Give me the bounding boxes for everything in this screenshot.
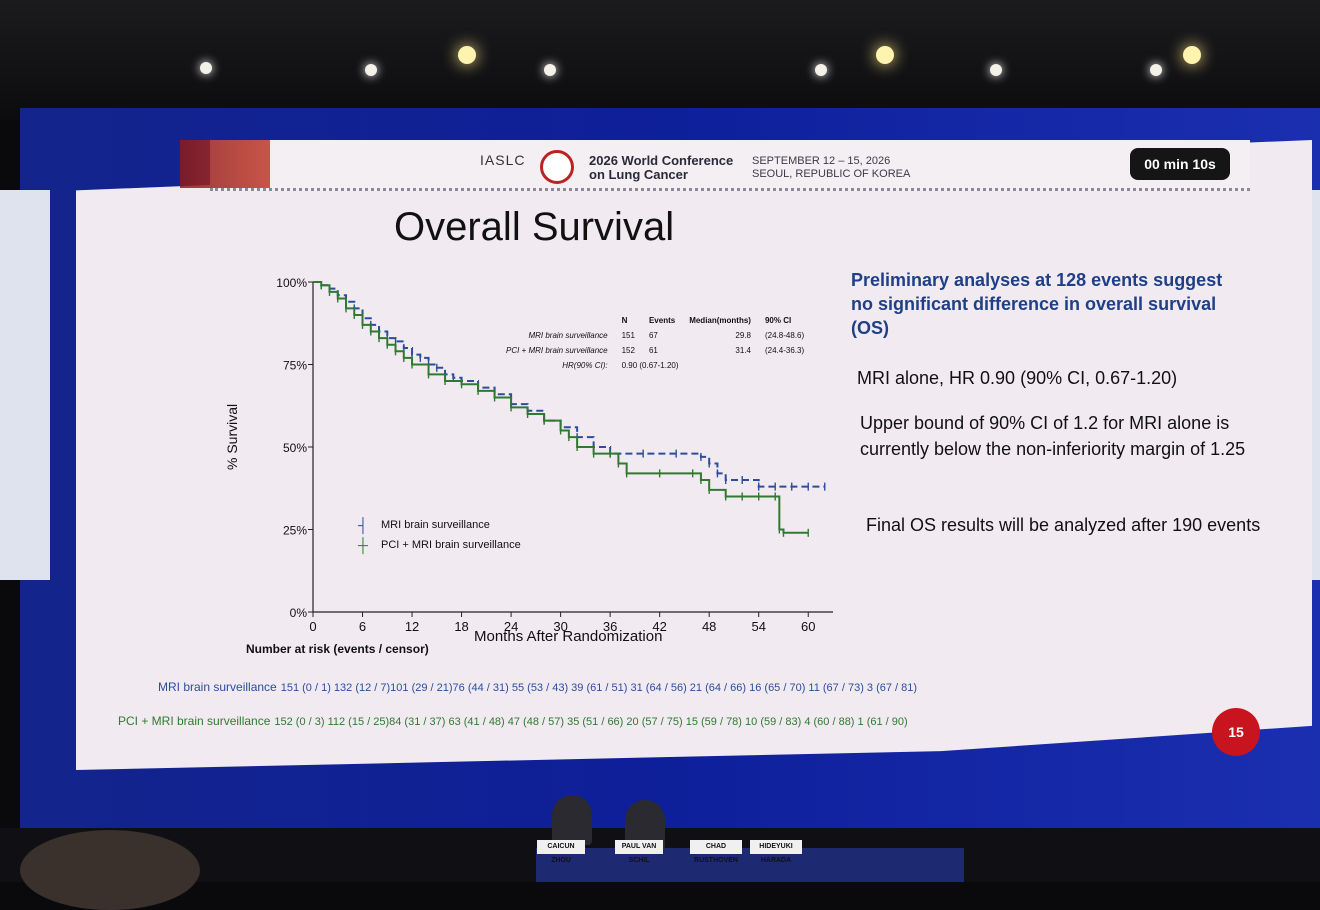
stage-light	[876, 46, 894, 64]
stage-light	[365, 64, 377, 76]
legend-item: ┼ PCI + MRI brain surveillance	[358, 537, 521, 553]
x-tick-label: 0	[309, 619, 316, 634]
presentation-timer: 00 min 10s	[1130, 148, 1230, 180]
stage-light	[200, 62, 212, 74]
speaker-nameplate: HIDEYUKI HARADA	[750, 840, 802, 864]
x-tick-label: 60	[801, 619, 815, 634]
stats-row: MRI brain surveillance 151 67 29.8 (24.8…	[528, 331, 805, 340]
stats-hr-row: HR(90% CI): 0.90 (0.67-1.20)	[562, 361, 679, 370]
x-tick-label: 12	[405, 619, 419, 634]
x-tick-label: 6	[359, 619, 366, 634]
audience-head	[20, 830, 200, 910]
y-tick-label: 25%	[283, 524, 307, 538]
stage-light	[1183, 46, 1201, 64]
x-axis-label: Months After Randomization	[474, 628, 663, 645]
y-tick-label: 0%	[290, 606, 308, 620]
stats-table: N Events Median(months) 90% CI MRI brain…	[498, 312, 812, 374]
x-tick-label: 30	[553, 619, 567, 634]
conference-dates: SEPTEMBER 12 – 15, 2026 SEOUL, REPUBLIC O…	[752, 155, 911, 180]
conference-name: 2026 World Conference on Lung Cancer	[589, 153, 734, 182]
stage-light	[990, 64, 1002, 76]
speaker-nameplate: PAUL VAN SCHIL	[615, 840, 663, 864]
x-tick-label: 42	[652, 619, 666, 634]
y-axis-label: % Survival	[224, 403, 240, 470]
survival-curve-pci	[313, 281, 809, 534]
chart-axes: 0 6 12 18 24 30 36 42 48 54 60 0% 25% 50% 75% 100%	[276, 276, 833, 634]
slide	[76, 140, 1312, 770]
risk-table-title: Number at risk (events / censor)	[246, 642, 429, 656]
y-tick-label: 50%	[283, 441, 307, 455]
page-number-badge: 15	[1212, 708, 1260, 756]
stage-light	[815, 64, 827, 76]
risk-row-mri: MRI brain surveillance 151 (0 / 1) 132 (1…	[158, 680, 918, 694]
slide-title: Overall Survival	[394, 205, 675, 249]
stats-header-row: N Events Median(months) 90% CI	[621, 316, 792, 325]
stage-light	[544, 64, 556, 76]
header-decoration	[180, 140, 270, 188]
legend-item: ┤ MRI brain surveillance	[358, 517, 490, 533]
x-tick-label: 18	[454, 619, 468, 634]
ceiling	[0, 0, 1320, 120]
x-tick-label: 48	[702, 619, 716, 634]
risk-row-pci: PCI + MRI brain surveillance 152 (0 / 3) …	[118, 714, 908, 728]
speaker-nameplate: CHAD RUSTHOVEN	[690, 840, 742, 864]
survival-chart: 0 6 12 18 24 30 36 42 48 54 60 0% 25% 50% 75% 100%	[276, 276, 833, 634]
chart-legend: ┤ MRI brain surveillance ┼ PCI + MRI brain…	[355, 515, 521, 555]
stats-row: PCI + MRI brain surveillance 152 61 31.4…	[506, 346, 805, 355]
stage-light	[1150, 64, 1162, 76]
stage-light	[458, 46, 476, 64]
conference-seal-icon	[540, 150, 574, 184]
slide-header	[210, 140, 1250, 191]
y-tick-label: 75%	[283, 359, 307, 373]
bullet-text: MRI alone, HR 0.90 (90% CI, 0.67-1.20)	[857, 368, 1178, 388]
iaslc-logo: IASLC	[480, 152, 526, 168]
y-tick-label: 100%	[276, 276, 307, 290]
x-tick-label: 24	[504, 619, 518, 634]
bullet-text: Upper bound of 90% CI of 1.2 for MRI alo…	[860, 413, 1246, 459]
panelist	[552, 795, 592, 845]
legend-label: PCI + MRI brain surveillance	[381, 539, 521, 551]
legend-label: MRI brain surveillance	[381, 519, 490, 531]
chart-series	[313, 281, 826, 537]
x-tick-label: 54	[751, 619, 765, 634]
slide-headline: Preliminary analyses at 128 events sugge…	[851, 270, 1223, 338]
x-tick-label: 36	[603, 619, 617, 634]
speaker-nameplate: CAICUN ZHOU	[537, 840, 585, 864]
bullet-text: Final OS results will be analyzed after …	[866, 515, 1261, 535]
side-screen-left	[0, 190, 50, 580]
